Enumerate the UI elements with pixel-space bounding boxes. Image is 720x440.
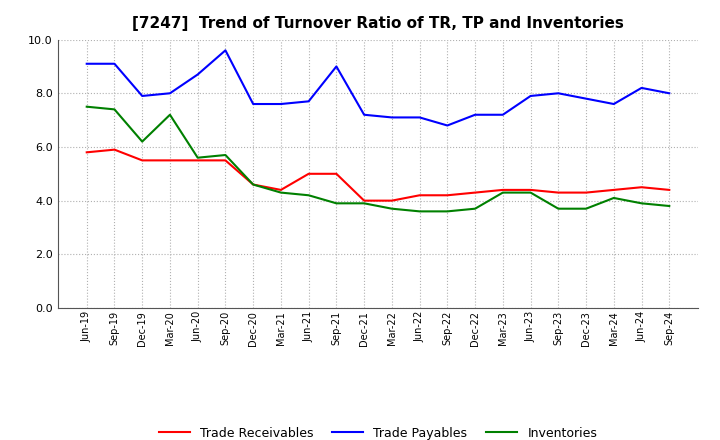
Trade Receivables [360, 198, 369, 203]
Trade Receivables [332, 171, 341, 176]
Trade Receivables [387, 198, 396, 203]
Inventories [194, 155, 202, 160]
Trade Receivables [194, 158, 202, 163]
Trade Receivables [554, 190, 562, 195]
Legend: Trade Receivables, Trade Payables, Inventories: Trade Receivables, Trade Payables, Inven… [158, 427, 598, 440]
Inventories [305, 193, 313, 198]
Title: [7247]  Trend of Turnover Ratio of TR, TP and Inventories: [7247] Trend of Turnover Ratio of TR, TP… [132, 16, 624, 32]
Trade Payables [582, 96, 590, 101]
Trade Receivables [249, 182, 258, 187]
Trade Payables [166, 91, 174, 96]
Trade Receivables [665, 187, 674, 193]
Inventories [249, 182, 258, 187]
Trade Payables [360, 112, 369, 117]
Trade Payables [609, 101, 618, 106]
Trade Payables [249, 101, 258, 106]
Trade Receivables [138, 158, 147, 163]
Trade Payables [471, 112, 480, 117]
Inventories [138, 139, 147, 144]
Inventories [443, 209, 451, 214]
Inventories [82, 104, 91, 109]
Trade Receivables [471, 190, 480, 195]
Inventories [221, 152, 230, 158]
Inventories [360, 201, 369, 206]
Trade Payables [332, 64, 341, 69]
Line: Trade Payables: Trade Payables [86, 50, 670, 125]
Line: Trade Receivables: Trade Receivables [86, 150, 670, 201]
Trade Receivables [582, 190, 590, 195]
Trade Payables [110, 61, 119, 66]
Trade Receivables [443, 193, 451, 198]
Inventories [582, 206, 590, 211]
Trade Receivables [415, 193, 424, 198]
Inventories [609, 195, 618, 201]
Inventories [526, 190, 535, 195]
Trade Receivables [526, 187, 535, 193]
Trade Payables [276, 101, 285, 106]
Inventories [387, 206, 396, 211]
Trade Payables [443, 123, 451, 128]
Trade Payables [526, 93, 535, 99]
Inventories [498, 190, 507, 195]
Inventories [637, 201, 646, 206]
Trade Payables [665, 91, 674, 96]
Trade Payables [498, 112, 507, 117]
Trade Payables [138, 93, 147, 99]
Trade Receivables [276, 187, 285, 193]
Trade Receivables [305, 171, 313, 176]
Inventories [471, 206, 480, 211]
Trade Receivables [609, 187, 618, 193]
Trade Payables [415, 115, 424, 120]
Trade Receivables [498, 187, 507, 193]
Inventories [554, 206, 562, 211]
Trade Receivables [110, 147, 119, 152]
Trade Payables [305, 99, 313, 104]
Trade Payables [554, 91, 562, 96]
Trade Receivables [221, 158, 230, 163]
Trade Payables [221, 48, 230, 53]
Inventories [276, 190, 285, 195]
Inventories [110, 107, 119, 112]
Trade Payables [637, 85, 646, 91]
Inventories [166, 112, 174, 117]
Trade Payables [387, 115, 396, 120]
Trade Receivables [166, 158, 174, 163]
Inventories [332, 201, 341, 206]
Line: Inventories: Inventories [86, 106, 670, 211]
Trade Payables [82, 61, 91, 66]
Trade Receivables [637, 185, 646, 190]
Trade Payables [194, 72, 202, 77]
Inventories [415, 209, 424, 214]
Inventories [665, 203, 674, 209]
Trade Receivables [82, 150, 91, 155]
